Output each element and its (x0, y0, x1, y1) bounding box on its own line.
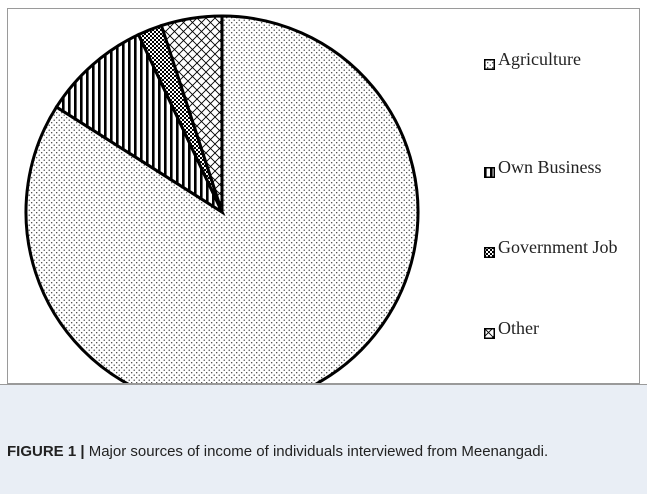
legend-label-government-job: Government Job (498, 237, 618, 257)
chart-frame: Agriculture Own Business Government Job … (7, 8, 640, 384)
legend-label-agriculture: Agriculture (498, 49, 581, 69)
figure-caption: FIGURE 1 | Major sources of income of in… (7, 440, 607, 463)
caption-divider (0, 384, 647, 385)
legend-swatch-own-business (483, 162, 496, 179)
legend-item-own-business: Own Business (483, 157, 602, 179)
pie-slice-own-business (54, 32, 226, 217)
caption-label: FIGURE 1 | (7, 443, 85, 460)
legend: Agriculture Own Business Government Job … (483, 9, 647, 385)
legend-label-other: Other (498, 318, 539, 338)
pie-slice-agriculture (24, 14, 420, 383)
legend-label-own-business: Own Business (498, 157, 602, 177)
legend-swatch-government-job (483, 242, 496, 259)
pie-slice-other (159, 14, 224, 213)
caption-text: Major sources of income of individuals i… (88, 443, 549, 460)
legend-item-government-job: Government Job (483, 237, 618, 259)
caption-area: FIGURE 1 | Major sources of income of in… (0, 384, 647, 494)
legend-swatch-other (483, 323, 496, 340)
legend-swatch-agriculture (483, 54, 496, 71)
legend-item-other: Other (483, 318, 539, 340)
legend-item-agriculture: Agriculture (483, 49, 581, 71)
pie-chart (24, 14, 420, 383)
